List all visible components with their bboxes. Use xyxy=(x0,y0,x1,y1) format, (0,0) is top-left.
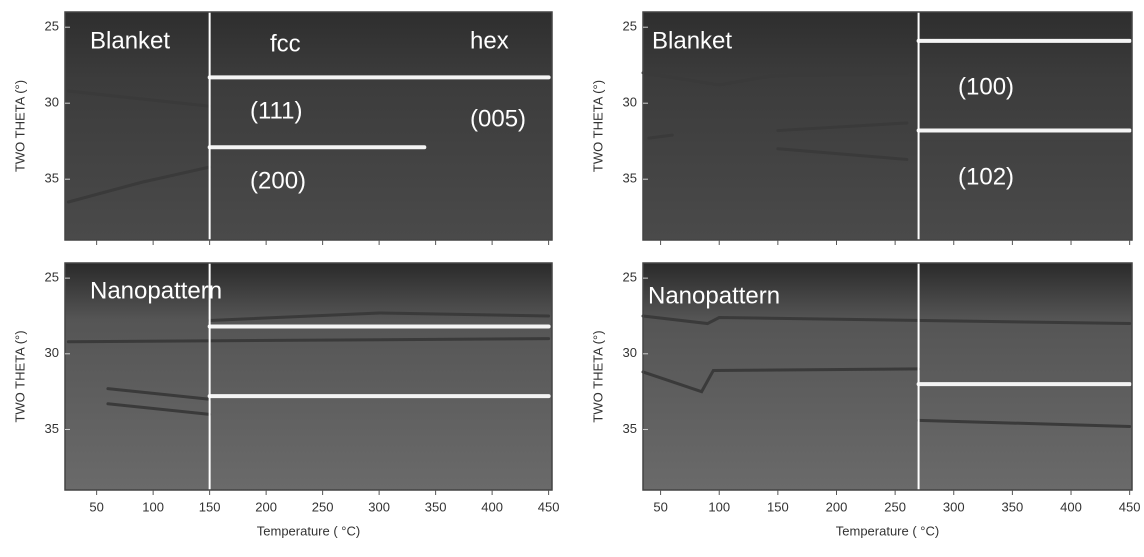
plot-area xyxy=(643,263,1132,490)
trace xyxy=(66,165,212,204)
x-tick-label: 350 xyxy=(1002,499,1024,514)
plot-area xyxy=(643,12,1132,240)
x-tick-label: 400 xyxy=(481,499,503,514)
annotation: hex xyxy=(470,27,509,54)
trace xyxy=(106,387,212,401)
trace xyxy=(641,314,1132,326)
y-axis-label: TWO THETA (°) xyxy=(12,80,27,172)
x-tick-label: 300 xyxy=(368,499,390,514)
x-tick-label: 100 xyxy=(142,499,164,514)
plot-area xyxy=(65,12,552,240)
x-axis-label: Temperature ( °C) xyxy=(257,523,360,538)
trace xyxy=(776,147,909,161)
x-tick-label: 400 xyxy=(1060,499,1082,514)
plot-frame xyxy=(64,11,553,241)
x-tick-label: 450 xyxy=(1119,499,1141,514)
y-axis-label: TWO THETA (°) xyxy=(590,80,605,172)
y-tick-label: 25 xyxy=(623,270,637,285)
x-tick-label: 100 xyxy=(708,499,730,514)
trace xyxy=(917,418,1132,428)
trace xyxy=(66,89,212,108)
x-axis-label: Temperature ( °C) xyxy=(836,523,939,538)
x-tick-label: 150 xyxy=(199,499,221,514)
y-tick-label: 30 xyxy=(45,345,59,360)
y-tick-label: 30 xyxy=(45,95,59,110)
annotation: (102) xyxy=(958,163,1014,190)
x-tick-label: 450 xyxy=(538,499,560,514)
annotation: Blanket xyxy=(90,27,170,54)
annotation: (100) xyxy=(958,73,1014,100)
y-tick-label: 35 xyxy=(45,421,59,436)
plot-frame xyxy=(64,262,553,491)
plot-frame xyxy=(642,11,1133,241)
annotation: (005) xyxy=(470,105,526,132)
y-tick-label: 35 xyxy=(623,421,637,436)
plot-frame xyxy=(642,262,1133,491)
y-axis-label: TWO THETA (°) xyxy=(590,330,605,422)
x-tick-label: 350 xyxy=(425,499,447,514)
annotation: (200) xyxy=(250,167,306,194)
y-tick-label: 25 xyxy=(45,270,59,285)
trace xyxy=(641,367,921,394)
annotation: (111) xyxy=(250,97,302,124)
y-tick-label: 25 xyxy=(623,19,637,34)
trace xyxy=(647,133,674,140)
annotation: Blanket xyxy=(652,27,732,54)
plot-area xyxy=(65,263,552,490)
y-tick-label: 30 xyxy=(623,345,637,360)
y-tick-label: 35 xyxy=(45,171,59,186)
trace xyxy=(641,71,909,87)
trace xyxy=(66,337,551,344)
annotation: fcc xyxy=(270,30,301,57)
x-tick-label: 250 xyxy=(884,499,906,514)
y-axis-label: TWO THETA (°) xyxy=(12,330,27,422)
annotation: Nanopattern xyxy=(648,282,780,309)
y-tick-label: 30 xyxy=(623,95,637,110)
x-tick-label: 150 xyxy=(767,499,789,514)
x-tick-label: 300 xyxy=(943,499,965,514)
trace xyxy=(106,402,212,416)
x-tick-label: 200 xyxy=(826,499,848,514)
x-tick-label: 50 xyxy=(89,499,103,514)
trace xyxy=(208,311,551,323)
y-tick-label: 25 xyxy=(45,19,59,34)
x-tick-label: 250 xyxy=(312,499,334,514)
y-tick-label: 35 xyxy=(623,171,637,186)
x-tick-label: 200 xyxy=(255,499,277,514)
annotation: Nanopattern xyxy=(90,277,222,304)
x-tick-label: 50 xyxy=(653,499,667,514)
trace xyxy=(776,121,909,133)
